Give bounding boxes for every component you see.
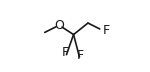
Text: F: F bbox=[77, 49, 84, 62]
Text: F: F bbox=[61, 46, 69, 59]
Text: O: O bbox=[54, 19, 64, 32]
Text: F: F bbox=[102, 24, 110, 37]
